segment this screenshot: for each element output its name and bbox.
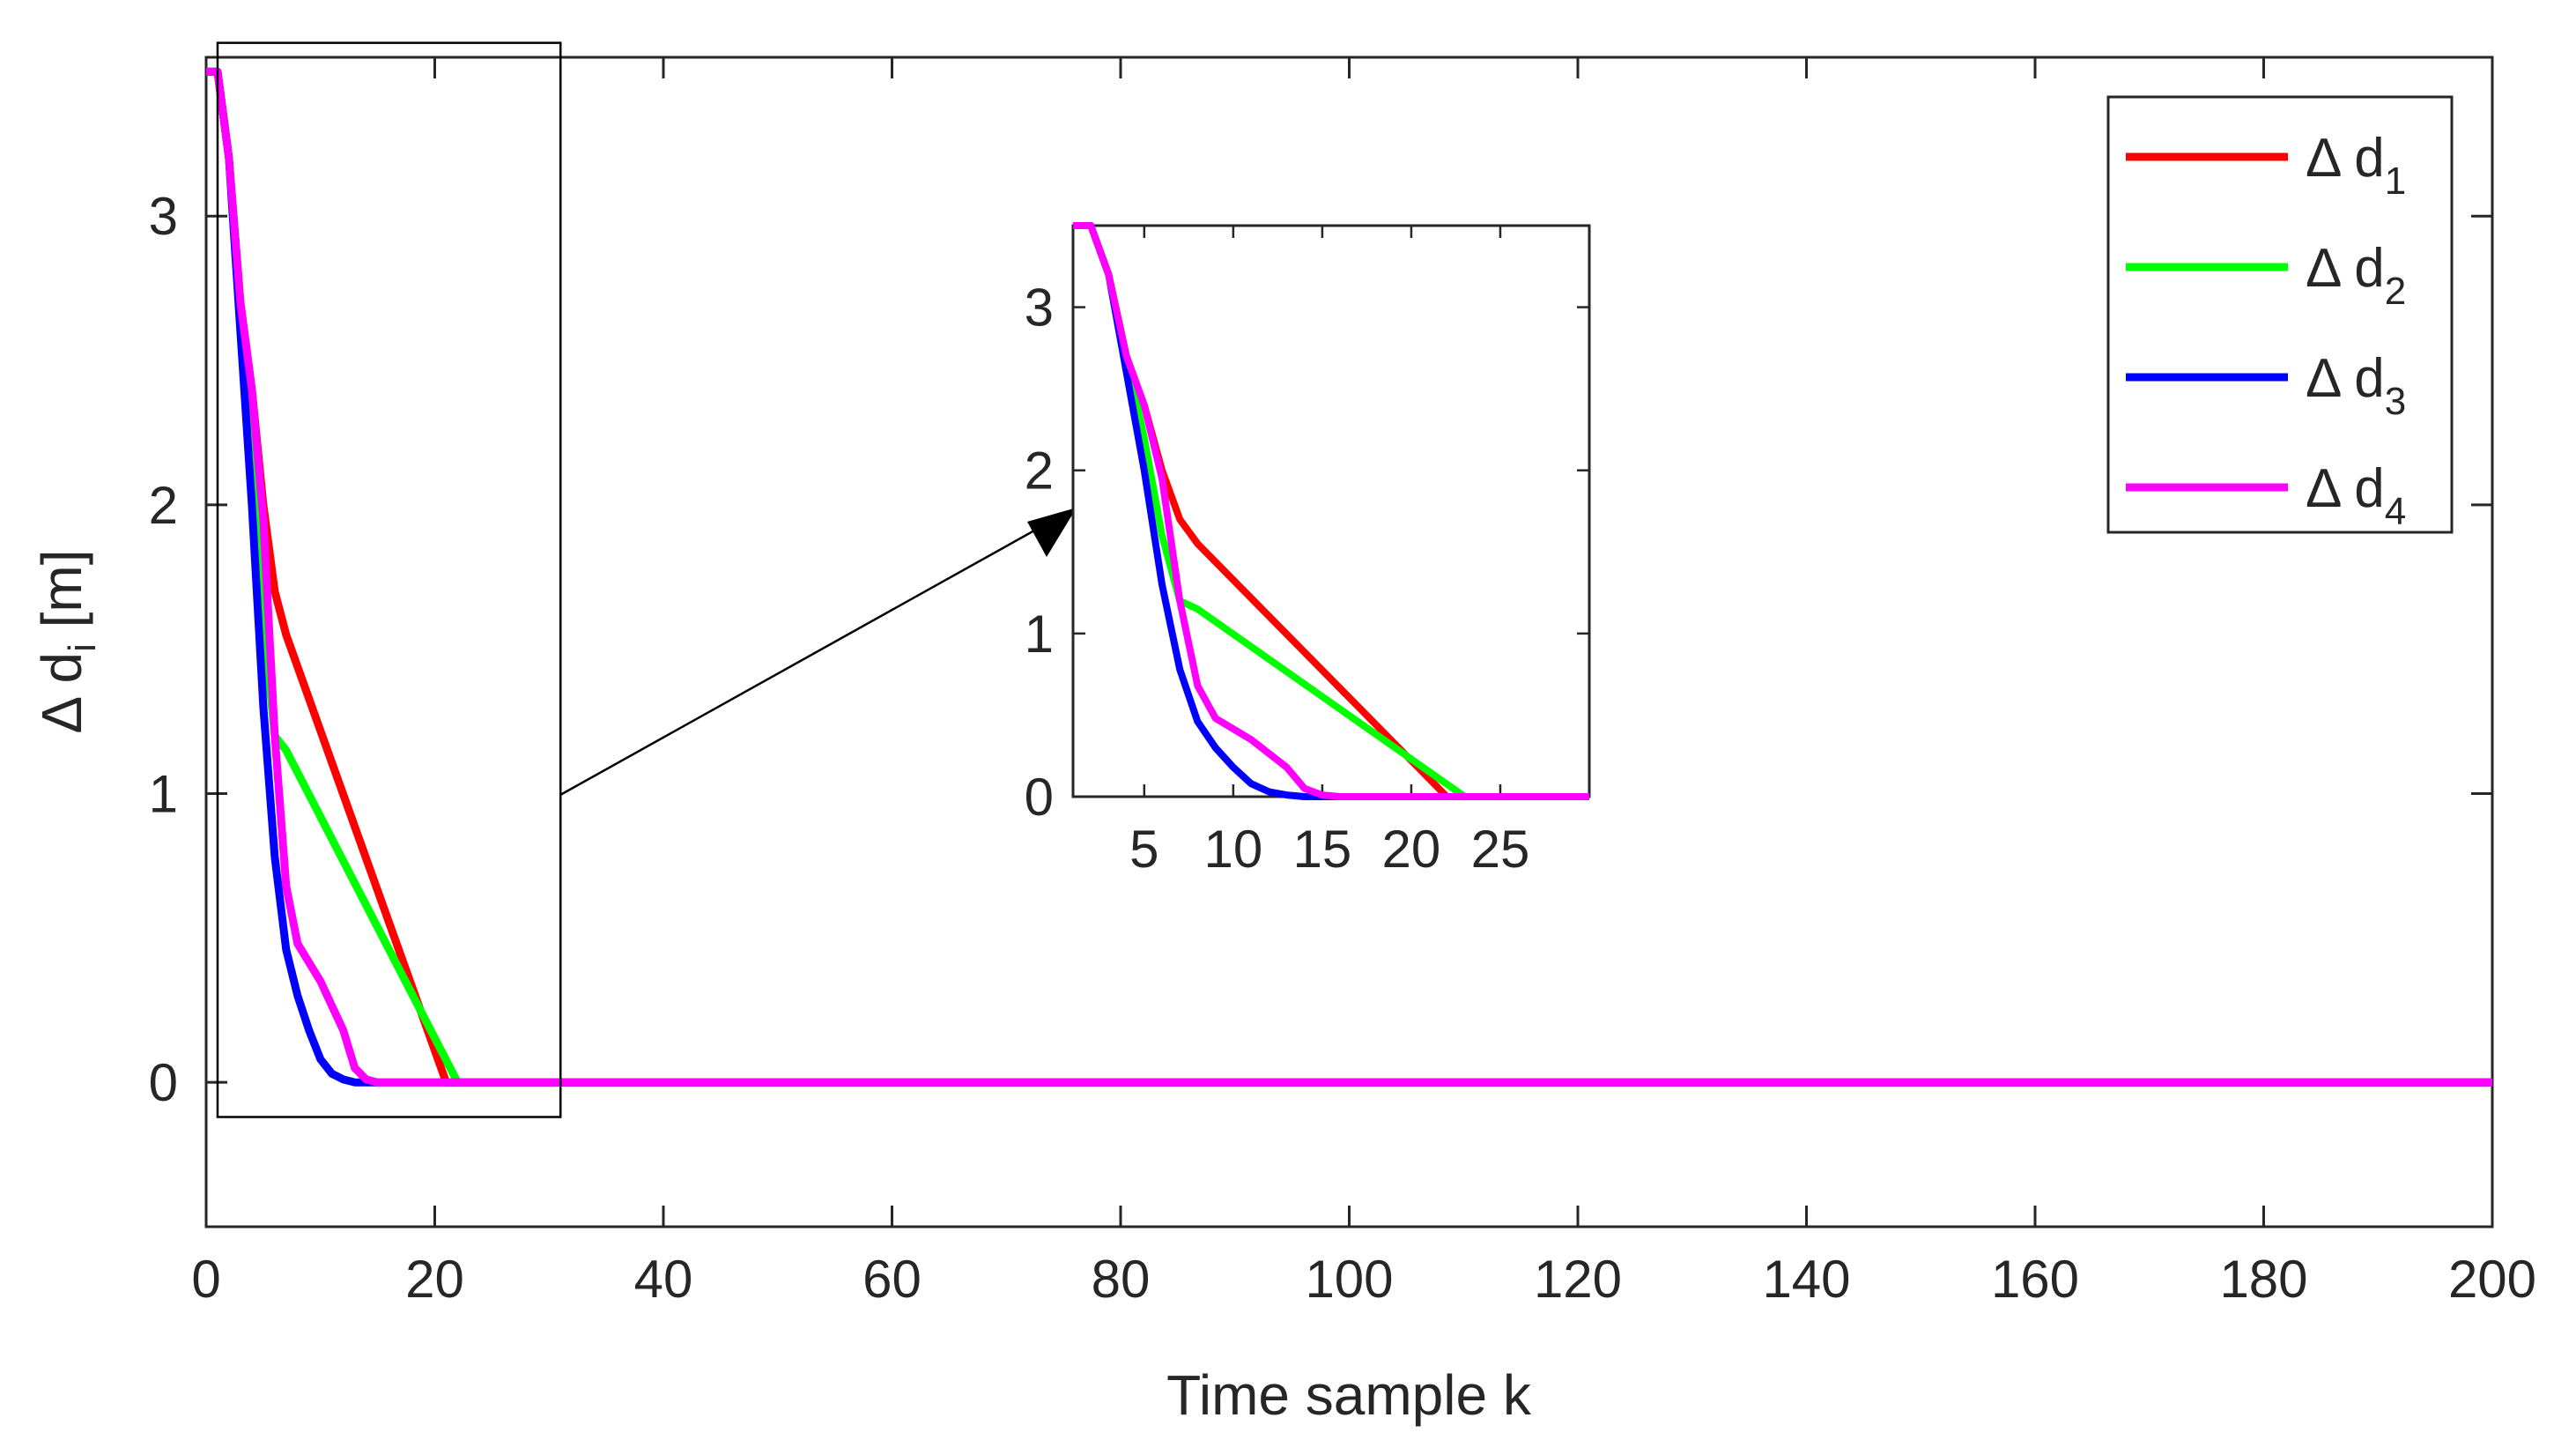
inset-y-tick-label: 3	[1025, 278, 1054, 338]
x-tick-label: 40	[634, 1250, 693, 1309]
y-axis-title-subscript: i	[61, 643, 104, 652]
inset-y-tick-label: 2	[1025, 442, 1054, 501]
y-tick-label: 1	[149, 765, 178, 824]
legend: Δ d1 Δ d2 Δ d3 Δ d4	[2106, 95, 2454, 534]
x-tick-label: 100	[1305, 1250, 1393, 1309]
legend-label-3: Δ d3	[2306, 348, 2406, 423]
legend-frame	[2106, 95, 2454, 534]
inset-y-tick-label: 0	[1025, 768, 1054, 827]
x-tick-label: 120	[1534, 1250, 1622, 1309]
x-tick-label: 200	[2448, 1250, 2536, 1309]
inset-series	[1073, 222, 1589, 800]
inset-ticks: 5 10 15 20 25 0 1 2 3	[1025, 226, 1589, 879]
x-tick-label: 20	[405, 1250, 464, 1309]
inset-x-tick-label: 5	[1129, 820, 1158, 879]
legend-items: Δ d1 Δ d2 Δ d3 Δ d4	[2126, 128, 2406, 533]
x-tick-label: 140	[1762, 1250, 1850, 1309]
svg-text:Δ di [m]: Δ di [m]	[30, 549, 104, 733]
inset-x-tick-label: 25	[1471, 820, 1530, 879]
legend-label-4: Δ d4	[2306, 458, 2406, 533]
y-tick-label: 2	[149, 476, 178, 535]
inset-series-line-4	[1073, 222, 1589, 800]
y-axis-title: Δ di [m]	[30, 549, 104, 733]
inset-axes: 5 10 15 20 25 0 1 2 3	[1025, 222, 1591, 879]
y-tick-label: 0	[149, 1053, 178, 1112]
main-series	[206, 67, 2492, 1087]
x-tick-label: 80	[1092, 1250, 1151, 1309]
inset-x-tick-label: 10	[1203, 820, 1262, 879]
inset-x-tick-label: 15	[1293, 820, 1352, 879]
x-tick-label: 180	[2219, 1250, 2307, 1309]
inset-x-tick-label: 20	[1382, 820, 1441, 879]
y-axis-title-unit: [m]	[30, 549, 93, 643]
series-line-4	[206, 67, 2492, 1087]
y-tick-label: 3	[149, 187, 178, 246]
x-tick-label: 160	[1991, 1250, 2079, 1309]
legend-label-2: Δ d2	[2306, 238, 2406, 313]
legend-label-1: Δ d1	[2306, 128, 2406, 203]
zoom-highlight-box	[216, 41, 562, 1118]
zoom-arrow-head	[1027, 508, 1077, 557]
x-tick-label: 0	[191, 1250, 220, 1309]
x-axis-title: Time sample k	[1166, 1363, 1532, 1427]
y-axis-title-main: Δ d	[30, 652, 93, 734]
x-tick-label: 60	[862, 1250, 922, 1309]
inset-y-tick-label: 1	[1025, 605, 1054, 664]
zoom-arrow	[559, 508, 1077, 797]
